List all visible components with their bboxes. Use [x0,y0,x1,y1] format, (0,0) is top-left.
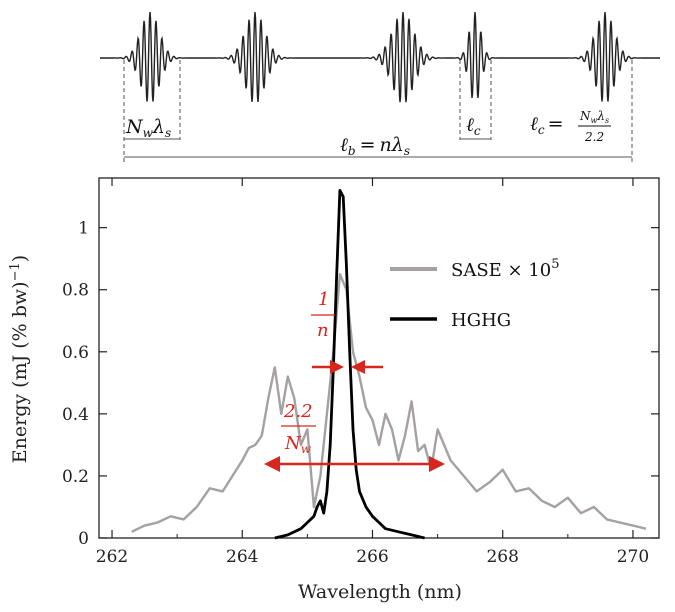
x-tick-label: 264 [226,547,258,567]
annotation-1n-denominator: n [317,320,329,341]
legend-label-hghg: HGHG [451,310,511,331]
legend-label-sase: SASE × 105 [451,257,560,281]
legend: SASE × 105 HGHG [390,257,560,331]
y-tick-label: 0 [78,529,89,549]
x-tick-label: 270 [617,547,649,567]
x-axis: 262 264 266 268 270 [96,178,649,567]
y-tick-label: 0.6 [62,343,89,363]
lc-formula-denominator: 2.2 [584,130,604,144]
y-axis-title: Energy (mJ (% bw)−1) [8,255,31,463]
annotation-22nw-numerator: 2.2 [283,401,313,422]
y-tick-label: 0.2 [62,467,89,487]
plot-frame [98,177,660,539]
y-tick-label: 0.4 [62,405,89,425]
series-line-sase [131,273,647,533]
annotation-22nw-denominator: Nw [284,433,312,456]
x-tick-label: 266 [356,547,388,567]
lc-label: ℓc [466,114,481,138]
annotation-1n-numerator: 1 [318,289,329,310]
series-line-hghg [274,189,425,540]
y-tick-label: 0.8 [62,281,89,301]
x-tick-label: 262 [96,547,128,567]
sase-width-arrow [264,456,445,472]
pulse-train-schematic: Nwλs ℓb = nλs ℓc ℓc = Nwλs 2.2 [100,11,660,162]
plot-area: 262 264 266 268 270 0 0.2 0.4 0.6 0.8 1 Wavelengt… [8,177,660,603]
lc-formula-numerator: Nwλs [579,109,609,125]
annotations: 1 n 2.2 Nw [264,289,445,472]
bracket-dashes [123,60,633,162]
x-axis-title: Wavelength (nm) [298,581,462,603]
series-layer [131,189,647,540]
y-tick-label: 1 [78,219,89,239]
wave-packet-train [100,11,660,103]
lb-label: ℓb = nλs [340,134,410,158]
x-tick-label: 268 [486,547,518,567]
y-axis: 0 0.2 0.4 0.6 0.8 1 [62,219,659,549]
nw-lambda-label: Nwλs [125,116,171,140]
lc-formula-lhs: ℓc = [530,113,564,137]
hghg-width-arrows [312,360,383,374]
